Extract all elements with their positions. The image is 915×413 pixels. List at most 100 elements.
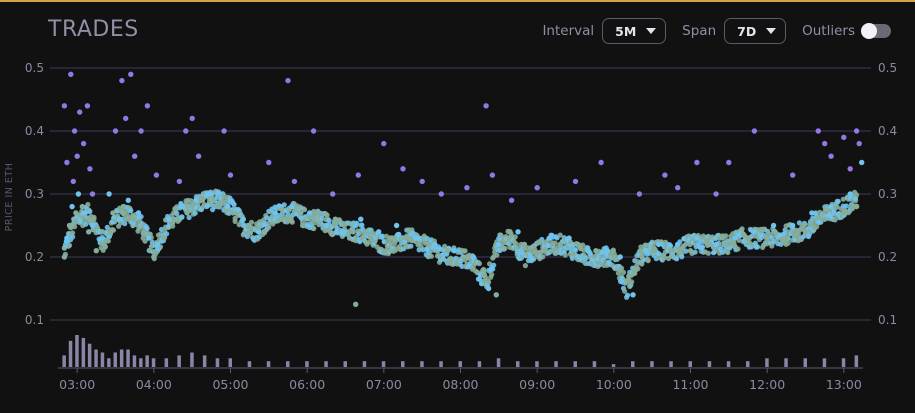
trade-point: [70, 178, 77, 185]
volume-bar: [324, 361, 328, 367]
trade-point: [105, 238, 111, 244]
x-tick-label: 03:00: [59, 377, 95, 392]
trade-point: [74, 153, 80, 159]
volume-bar: [746, 361, 750, 367]
trade-point: [102, 243, 108, 250]
trade-point: [521, 241, 528, 248]
volume-bar: [803, 358, 807, 367]
volume-bar: [113, 352, 117, 367]
trade-point: [694, 159, 700, 166]
trade-point: [221, 128, 227, 134]
trade-point: [585, 248, 591, 254]
volume-bar: [611, 364, 616, 367]
trade-point: [208, 191, 214, 197]
trade-point: [539, 236, 545, 243]
volume-bar: [726, 361, 731, 367]
trade-point: [432, 241, 438, 248]
trade-point: [832, 217, 838, 223]
trade-point: [494, 252, 500, 258]
trade-point: [442, 243, 448, 249]
trade-point: [707, 241, 713, 248]
trade-point: [675, 185, 681, 191]
span-dropdown[interactable]: 7D: [724, 18, 787, 44]
trade-point: [470, 254, 476, 260]
trade-point: [64, 159, 70, 166]
trade-point: [255, 229, 262, 235]
y-tick-label: 0.1: [878, 313, 897, 327]
volume-bar: [100, 352, 105, 367]
trade-point: [151, 254, 157, 260]
volume-bar: [139, 358, 143, 367]
volume-bar: [401, 361, 405, 367]
trade-point: [854, 192, 860, 198]
trade-point: [843, 203, 850, 209]
trade-point: [491, 262, 497, 268]
trade-point: [82, 210, 88, 216]
trade-point: [379, 233, 385, 239]
trade-point: [828, 153, 834, 159]
trade-point: [713, 191, 719, 197]
interval-dropdown[interactable]: 5M: [602, 18, 667, 44]
trade-point: [604, 248, 611, 254]
x-tick-label: 13:00: [826, 377, 862, 392]
x-tick-label: 07:00: [366, 377, 402, 392]
volume-bar: [75, 335, 79, 367]
trade-point: [281, 202, 287, 208]
trade-point: [225, 203, 231, 210]
trade-point: [330, 191, 336, 197]
trade-point: [91, 214, 97, 220]
trade-point: [359, 222, 365, 228]
outliers-label: Outliers: [802, 23, 855, 39]
volume-bars: [62, 335, 859, 367]
trade-point: [138, 214, 144, 220]
volume-bar: [592, 361, 597, 367]
volume-bar: [107, 358, 111, 367]
trade-point: [350, 229, 356, 235]
trade-point: [132, 153, 138, 159]
trade-point: [161, 235, 167, 241]
trade-point: [645, 258, 651, 264]
volume-bar: [145, 355, 149, 367]
volume-bar: [841, 358, 846, 367]
trade-point: [428, 253, 434, 259]
grid-lines: [50, 67, 871, 321]
trade-point: [566, 235, 572, 241]
trade-point: [326, 218, 332, 224]
y-tick-label: 0.1: [25, 313, 44, 327]
trade-point: [308, 218, 314, 224]
volume-bar: [126, 349, 130, 367]
trade-point: [85, 201, 91, 208]
trade-point: [483, 103, 489, 109]
trade-point: [622, 288, 628, 294]
trade-point: [215, 203, 221, 210]
trade-point: [713, 241, 719, 248]
trade-point: [179, 203, 185, 210]
trade-point: [611, 254, 617, 260]
trade-point: [687, 248, 694, 254]
trade-point: [723, 233, 729, 239]
trade-point: [183, 128, 189, 134]
volume-bar: [190, 352, 194, 367]
trade-point: [87, 166, 93, 172]
trade-point: [841, 134, 847, 140]
trade-point: [739, 226, 745, 232]
trade-point: [751, 128, 758, 134]
trade-point: [679, 254, 685, 260]
y-tick-label: 0.4: [25, 124, 44, 138]
trade-point: [245, 222, 252, 229]
trade-point: [464, 254, 470, 260]
trade-point: [569, 255, 576, 261]
volume-bar: [669, 361, 673, 367]
outliers-toggle[interactable]: [861, 23, 891, 39]
trade-point: [413, 235, 419, 241]
trade-point: [179, 214, 185, 220]
trade-point: [144, 225, 150, 232]
trade-point: [125, 197, 131, 203]
trade-point: [73, 210, 79, 216]
chevron-down-icon: [766, 28, 777, 34]
y-tick-label: 0.5: [878, 61, 897, 75]
trade-point: [266, 224, 272, 230]
trade-point: [406, 235, 413, 241]
trade-point: [146, 235, 152, 241]
trade-point: [790, 222, 796, 229]
